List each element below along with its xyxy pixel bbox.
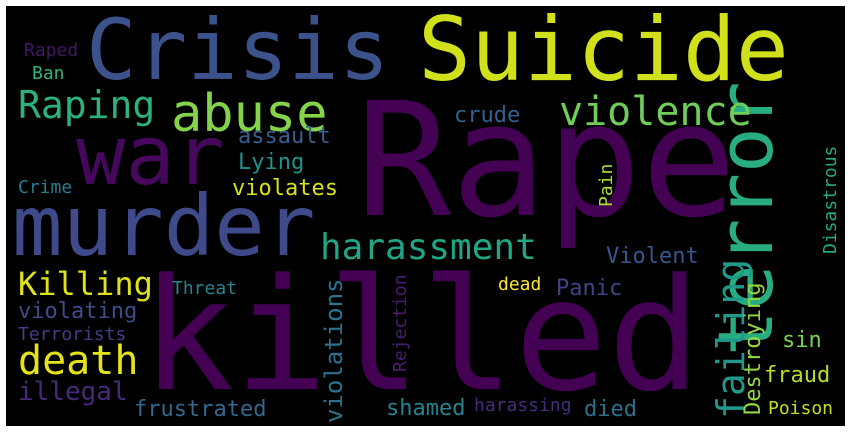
word-disastrous: Disastrous xyxy=(820,145,841,254)
word-panic: Panic xyxy=(556,276,623,301)
word-suicide: Suicide xyxy=(418,6,789,101)
word-cloud: Rape killed Crisis Suicide murder war te… xyxy=(6,6,845,426)
word-violating: violating xyxy=(18,299,138,324)
word-fraud: fraud xyxy=(764,363,831,388)
word-killed: killed xyxy=(141,245,701,426)
word-crisis: Crisis xyxy=(86,6,390,99)
word-dead: dead xyxy=(498,274,542,295)
word-death: death xyxy=(18,338,139,384)
word-frustrated: frustrated xyxy=(134,397,267,422)
word-violence: violence xyxy=(559,89,752,135)
word-violent: Violent xyxy=(606,244,699,269)
word-threat: Threat xyxy=(172,278,238,299)
word-lying: Lying xyxy=(238,150,305,175)
word-terrorists: Terrorists xyxy=(18,324,127,345)
word-sin: sin xyxy=(782,328,822,353)
word-murder: murder xyxy=(12,177,316,275)
word-ban: Ban xyxy=(32,63,65,84)
word-raped: Raped xyxy=(24,40,79,61)
word-destroying: Destroying xyxy=(741,282,766,415)
word-rape: Rape xyxy=(356,69,737,253)
word-crime: Crime xyxy=(18,177,73,198)
word-violations: violations xyxy=(320,278,348,424)
word-assault: assault xyxy=(238,124,331,149)
word-died: died xyxy=(584,397,637,422)
word-shamed: shamed xyxy=(386,396,466,421)
word-war: war xyxy=(76,109,225,204)
word-pain: Pain xyxy=(596,163,617,207)
word-crude: crude xyxy=(454,103,521,128)
word-harassing: harassing xyxy=(474,395,572,416)
word-rejection: Rejection xyxy=(390,274,411,372)
word-killing: Killing xyxy=(18,265,153,303)
word-violates: violates xyxy=(232,176,338,201)
word-raping: Raping xyxy=(18,83,156,127)
word-harassment: harassment xyxy=(320,227,537,268)
word-poison: Poison xyxy=(768,398,834,419)
word-abuse: abuse xyxy=(171,84,328,144)
word-illegal: illegal xyxy=(18,377,128,407)
